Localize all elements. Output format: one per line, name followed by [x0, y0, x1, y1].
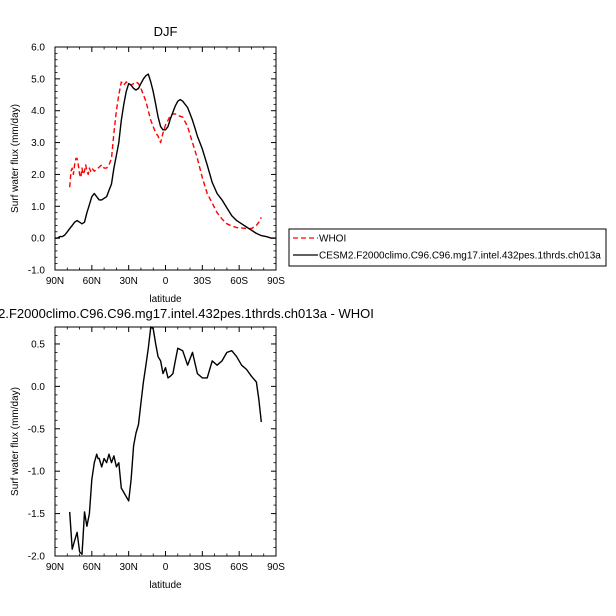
y-tick-label: 6.0	[31, 43, 45, 54]
series-line-whoi	[69, 81, 262, 230]
y-axis-label: Surf water flux (mm/day)	[10, 387, 21, 496]
chart-difference: 2.F2000climo.C96.C96.mg17.intel.432pes.1…	[0, 306, 374, 591]
series-line-cesm2	[55, 73, 276, 239]
axis-ticks: 90N 60N 30N 0 30S 60S 90S -1.0 0.0 1.0 2.0 3.0 4.0 5.…	[28, 43, 285, 288]
x-tick-label: 30N	[119, 276, 137, 287]
x-tick-label: 0	[163, 276, 169, 287]
x-tick-label: 30S	[193, 276, 211, 287]
series-line-difference	[69, 326, 262, 555]
y-tick-label: -1.0	[28, 266, 46, 277]
x-tick-label: 60S	[230, 276, 248, 287]
x-tick-label: 60N	[83, 562, 101, 573]
x-tick-label: 90N	[46, 562, 64, 573]
x-tick-label: 60S	[230, 562, 248, 573]
series-layer	[69, 326, 262, 555]
y-tick-label: 5.0	[31, 74, 45, 85]
chart-title: DJF	[154, 24, 178, 39]
x-tick-label: 30N	[119, 562, 137, 573]
y-tick-label: 2.0	[31, 170, 45, 181]
x-tick-label: 30S	[193, 562, 211, 573]
y-tick-label: 0.0	[31, 234, 45, 245]
legend-label-cesm2: CESM2.F2000climo.C96.C96.mg17.intel.432p…	[319, 251, 601, 262]
plot-frame	[54, 46, 277, 271]
x-tick-label: 60N	[83, 276, 101, 287]
y-tick-label: 0.0	[31, 382, 45, 393]
y-tick-label: 1.0	[31, 202, 45, 213]
y-tick-label: 4.0	[31, 106, 45, 117]
x-tick-label: 90S	[267, 562, 285, 573]
x-tick-label: 90S	[267, 276, 285, 287]
x-axis-label: latitude	[149, 294, 182, 305]
y-tick-label: -1.5	[28, 509, 46, 520]
plot-frame	[54, 326, 277, 557]
y-tick-label: -0.5	[28, 424, 46, 435]
y-axis-label: Surf water flux (mm/day)	[10, 104, 21, 213]
x-tick-label: 0	[163, 562, 169, 573]
legend-box	[288, 228, 607, 267]
chart-djf: DJF 90N 60N 30N 0 30S 60S 90S -1.0 0.0 1.0 2.0 3.0 4…	[10, 24, 285, 305]
axis-ticks: 90N 60N 30N 0 30S 60S 90S -2.0 -1.5 -1.0 -0.5 0.0 0.…	[28, 326, 285, 573]
x-axis-label: latitude	[149, 580, 182, 591]
x-tick-label: 90N	[46, 276, 64, 287]
y-tick-label: -1.0	[28, 467, 46, 478]
y-tick-label: -2.0	[28, 552, 46, 563]
legend-label-whoi: WHOI	[319, 234, 346, 245]
chart-title: 2.F2000climo.C96.C96.mg17.intel.432pes.1…	[0, 306, 374, 321]
series-layer	[55, 73, 276, 239]
legend: WHOI CESM2.F2000climo.C96.C96.mg17.intel…	[288, 228, 607, 267]
y-tick-label: 3.0	[31, 138, 45, 149]
y-tick-label: 0.5	[31, 339, 45, 350]
